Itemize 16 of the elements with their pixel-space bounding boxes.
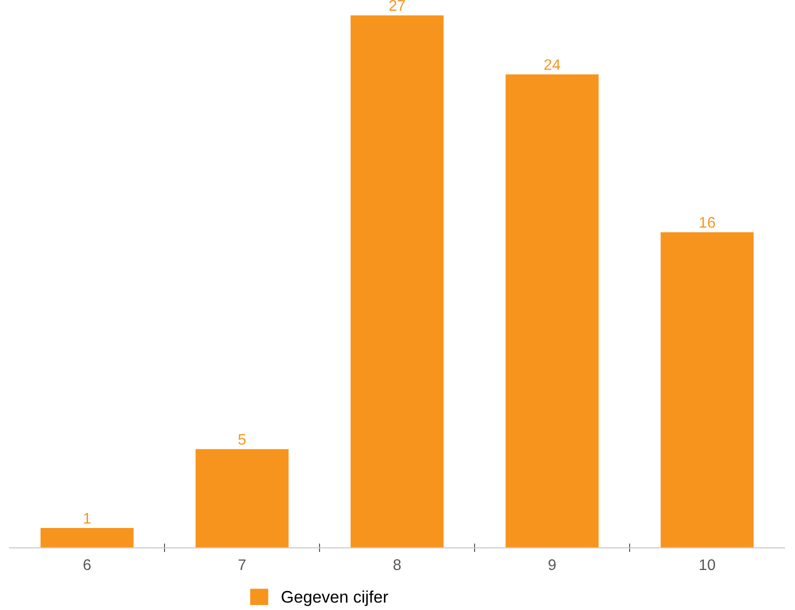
x-tick-label: 9	[548, 559, 556, 570]
data-label: 27	[389, 0, 405, 11]
data-label: 16	[700, 216, 715, 228]
x-tick-label: 10	[700, 559, 716, 570]
x-tick-label: 8	[394, 559, 401, 570]
data-label: 1	[84, 512, 91, 524]
bar	[350, 15, 444, 548]
data-label: 5	[238, 434, 246, 445]
x-tick-label: 7	[238, 559, 246, 570]
bar	[506, 74, 599, 548]
bar	[660, 232, 754, 548]
x-tick-label: 6	[84, 559, 91, 570]
bar	[40, 528, 134, 548]
legend-label: Gegeven cijfer	[282, 590, 388, 606]
data-label: 24	[544, 59, 560, 70]
bar	[196, 449, 289, 548]
